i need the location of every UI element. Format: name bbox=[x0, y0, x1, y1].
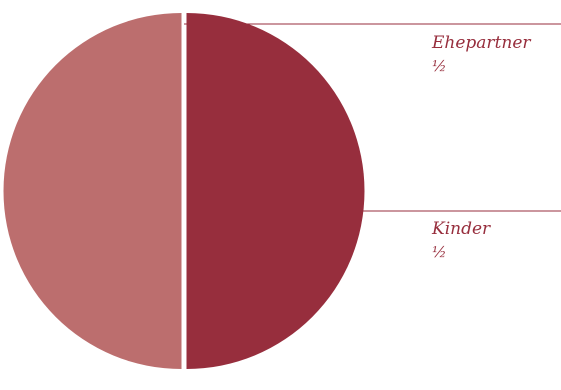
pie-slice-ehepartner bbox=[186, 13, 365, 370]
slice-label-kinder: Kinder bbox=[431, 219, 491, 239]
pie-slice-kinder bbox=[3, 13, 182, 369]
slice-value-ehepartner: ½ bbox=[432, 57, 447, 75]
leaders-layer bbox=[184, 23, 561, 212]
slice-label-ehepartner: Ehepartner bbox=[431, 33, 531, 53]
slices-layer bbox=[3, 13, 365, 370]
slice-value-kinder: ½ bbox=[432, 243, 447, 261]
